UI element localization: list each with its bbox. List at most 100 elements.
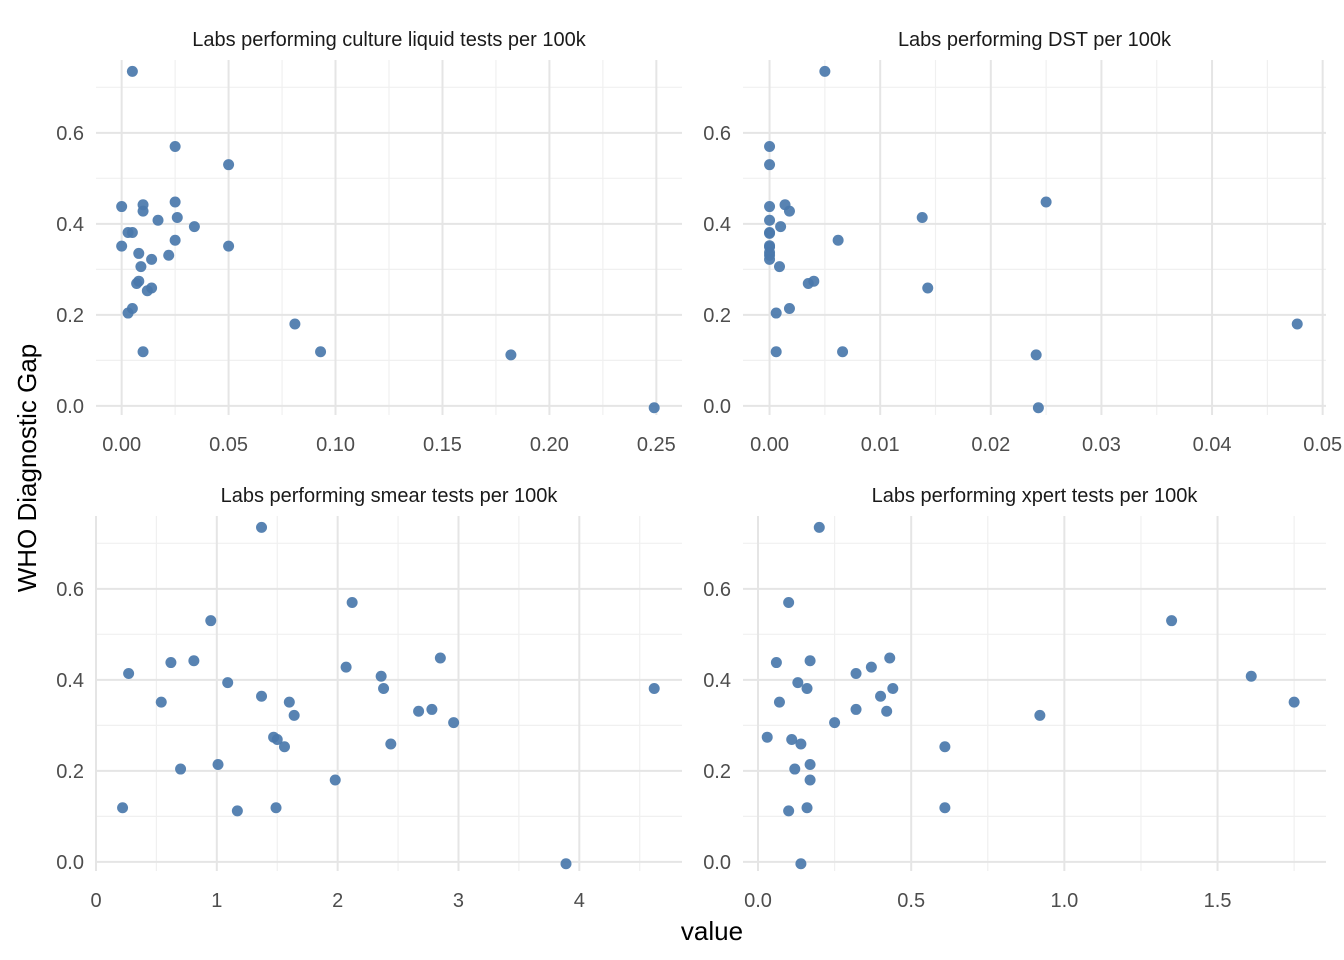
data-point (137, 205, 149, 217)
data-point (783, 205, 795, 217)
data-point (764, 159, 776, 171)
data-point (764, 140, 776, 152)
data-point (801, 802, 813, 814)
data-point (648, 402, 660, 414)
data-point (770, 307, 782, 319)
data-point (256, 521, 268, 533)
x-tick-label: 1.5 (1204, 890, 1232, 912)
data-point (795, 858, 807, 870)
data-point (141, 285, 153, 297)
data-point (764, 253, 776, 265)
data-point (169, 234, 181, 246)
facet-title: Labs performing culture liquid tests per… (192, 29, 587, 51)
data-point (116, 240, 128, 252)
data-point (315, 346, 327, 358)
data-point (329, 774, 341, 786)
data-point (346, 596, 358, 608)
data-point (231, 805, 243, 817)
x-tick-label: 0.10 (316, 434, 355, 456)
x-tick-label: 0.20 (530, 434, 569, 456)
data-point (146, 253, 158, 265)
data-point (804, 655, 816, 667)
x-tick-label: 1.0 (1050, 890, 1078, 912)
data-point (648, 682, 660, 694)
x-tick-label: 0.03 (1082, 434, 1121, 456)
data-point (786, 733, 798, 745)
data-point (770, 346, 782, 358)
x-tick-label: 2 (332, 890, 343, 912)
x-axis-title: value (681, 916, 743, 946)
data-point (819, 65, 831, 77)
y-tick-label: 0.4 (703, 670, 731, 692)
data-point (289, 318, 301, 330)
data-point (116, 201, 128, 213)
data-point (256, 690, 268, 702)
y-tick-label: 0.2 (56, 305, 84, 327)
data-point (340, 661, 352, 673)
data-point (795, 738, 807, 750)
data-point (1034, 709, 1046, 721)
data-point (850, 703, 862, 715)
data-point (1245, 670, 1257, 682)
x-tick-label: 0.05 (209, 434, 248, 456)
facet-panel-1: 0.0 0.2 0.4 0.6 0.00 0.05 0.10 0.15 0.20 0.25 Labs… (56, 29, 682, 456)
y-tick-label: 0.2 (703, 761, 731, 783)
data-point (887, 682, 899, 694)
x-tick-label: 3 (453, 890, 464, 912)
data-point (163, 249, 175, 261)
data-point (939, 802, 951, 814)
x-tick-label: 0.15 (423, 434, 462, 456)
data-point (123, 667, 135, 679)
data-point (222, 677, 234, 689)
data-point (169, 140, 181, 152)
data-point (133, 247, 145, 259)
data-point (881, 705, 893, 717)
y-tick-label: 0.6 (56, 579, 84, 601)
data-point (188, 655, 200, 667)
data-point (837, 346, 849, 358)
data-point (223, 159, 235, 171)
data-point (117, 802, 129, 814)
data-point (802, 277, 814, 289)
data-point (922, 282, 934, 294)
data-point (152, 214, 164, 226)
facet-title: Labs performing smear tests per 100k (221, 485, 559, 507)
x-tick-label: 0 (90, 890, 101, 912)
y-tick-label: 0.6 (703, 123, 731, 145)
data-point (426, 703, 438, 715)
data-point (288, 709, 300, 721)
data-point (884, 652, 896, 664)
data-point (271, 733, 283, 745)
data-point (188, 221, 200, 233)
data-point (448, 717, 460, 729)
data-point (813, 521, 825, 533)
data-point (783, 303, 795, 314)
y-tick-label: 0.2 (56, 761, 84, 783)
x-tick-label: 0.01 (861, 434, 900, 456)
data-point (801, 682, 813, 694)
data-point (1288, 696, 1300, 708)
y-tick-label: 0.4 (56, 214, 84, 236)
x-tick-label: 0.00 (102, 434, 141, 456)
x-tick-label: 0.05 (1303, 434, 1342, 456)
data-point (1030, 349, 1042, 361)
data-point (1166, 615, 1178, 627)
data-point (829, 717, 841, 729)
data-point (278, 741, 290, 753)
y-tick-label: 0.0 (703, 396, 731, 418)
data-point (850, 667, 862, 679)
data-point (137, 346, 149, 358)
data-point (283, 696, 295, 708)
data-point (773, 696, 785, 708)
data-point (1291, 318, 1303, 330)
data-point (774, 261, 786, 273)
data-point (804, 759, 816, 770)
data-point (832, 234, 844, 246)
data-point (761, 731, 773, 743)
x-tick-label: 0.5 (897, 890, 925, 912)
facet-panel-4: 0.0 0.2 0.4 0.6 0.0 0.5 1.0 1.5 Labs performing … (703, 485, 1326, 912)
data-point (212, 759, 224, 770)
x-tick-label: 0.00 (750, 434, 789, 456)
data-point (764, 201, 776, 213)
